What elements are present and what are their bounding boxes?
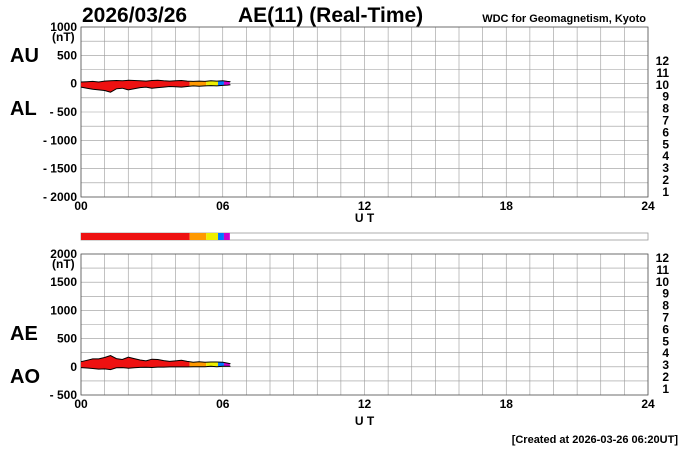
chart-title: AE(11) (Real-Time): [238, 4, 423, 27]
y-tick-label: 1500: [50, 275, 77, 289]
y-unit-label: (nT): [52, 30, 75, 44]
coverage-segment: [218, 233, 224, 240]
series-line-al: [80, 84, 231, 93]
legend-entry-11: 11: [656, 263, 669, 277]
y-tick-label: 1000: [50, 303, 77, 317]
series-label-au: AU: [10, 45, 39, 67]
legend-entry-9: 9: [662, 90, 669, 104]
legend-entry-4: 4: [662, 346, 669, 360]
station-coverage-bar: [80, 232, 649, 241]
legend-entry-5: 5: [662, 334, 669, 348]
legend-entry-11: 11: [656, 66, 669, 80]
au-al-panel: 1000 500 0 - 500 - 1000 - 1500 - 2000 (nT) AU AL 0…: [10, 20, 655, 225]
y-tick-label: 500: [57, 332, 77, 346]
y-unit-label: (nT): [52, 257, 75, 271]
legend-entry-12: 12: [656, 54, 670, 68]
coverage-fill: [206, 355, 219, 370]
x-tick-label: 00: [74, 199, 88, 213]
y-tick-label: - 2000: [43, 190, 77, 204]
series-label-al: AL: [10, 98, 37, 120]
plot-frame: [80, 26, 649, 198]
y-tick-label: 0: [70, 360, 77, 374]
legend-entry-5: 5: [662, 137, 669, 151]
series-label-ae: AE: [10, 323, 38, 345]
legend-entry-6: 6: [662, 125, 669, 139]
x-tick-label: 06: [216, 397, 230, 411]
y-tick-label: 2000: [50, 247, 77, 261]
legend-entry-4: 4: [662, 149, 669, 163]
y-tick-label: - 500: [50, 105, 78, 119]
legend-entry-7: 7: [662, 311, 669, 325]
series-line-ao: [80, 365, 231, 371]
x-tick-label: 24: [641, 199, 655, 213]
ae-ao-panel: 2000 1500 1000 500 0 - 500 (nT) AE AO 00 06 12 18 24 U…: [10, 247, 655, 428]
legend-entry-8: 8: [662, 102, 669, 116]
x-axis-label: U T: [355, 414, 375, 428]
legend-entry-1: 1: [662, 382, 669, 396]
coverage-segment: [223, 233, 230, 240]
x-tick-label: 18: [500, 199, 514, 213]
series-line-ae: [80, 354, 231, 365]
created-label: [Created at 2026-03-26 06:20UT]: [512, 434, 679, 446]
y-tick-label: 500: [57, 48, 77, 62]
coverage-segment: [81, 233, 190, 240]
x-tick-label: 24: [641, 397, 655, 411]
legend-entry-3: 3: [662, 161, 669, 175]
x-tick-label: 12: [358, 397, 372, 411]
legend-entry-10: 10: [656, 275, 670, 289]
y-tick-label: 1000: [50, 20, 77, 34]
y-tick-label: - 1000: [43, 133, 77, 147]
x-axis-label: U T: [355, 211, 375, 225]
legend-entry-12: 12: [656, 251, 670, 265]
y-tick-label: 0: [70, 77, 77, 91]
legend-entry-10: 10: [656, 78, 670, 92]
y-tick-label: - 1500: [43, 162, 77, 176]
series-line-au: [80, 79, 231, 83]
x-tick-label: 00: [74, 397, 88, 411]
coverage-segment: [206, 233, 219, 240]
legend-entry-9: 9: [662, 287, 669, 301]
legend-entry-2: 2: [662, 173, 669, 187]
y-tick-label: - 500: [50, 388, 78, 402]
x-tick-label: 12: [358, 199, 372, 213]
x-tick-label: 18: [500, 397, 514, 411]
coverage-fill: [81, 80, 190, 93]
source-label: WDC for Geomagnetism, Kyoto: [482, 13, 646, 25]
plot-frame: [80, 253, 649, 396]
legend-entry-1: 1: [662, 185, 669, 199]
x-tick-label: 06: [216, 199, 230, 213]
legend-entry-3: 3: [662, 358, 669, 372]
legend-entry-7: 7: [662, 114, 669, 128]
legend-entry-8: 8: [662, 299, 669, 313]
series-label-ao: AO: [10, 366, 40, 388]
coverage-segment: [189, 233, 207, 240]
legend-entry-6: 6: [662, 322, 669, 336]
legend-entry-2: 2: [662, 370, 669, 384]
date-title: 2026/03/26: [82, 4, 187, 27]
